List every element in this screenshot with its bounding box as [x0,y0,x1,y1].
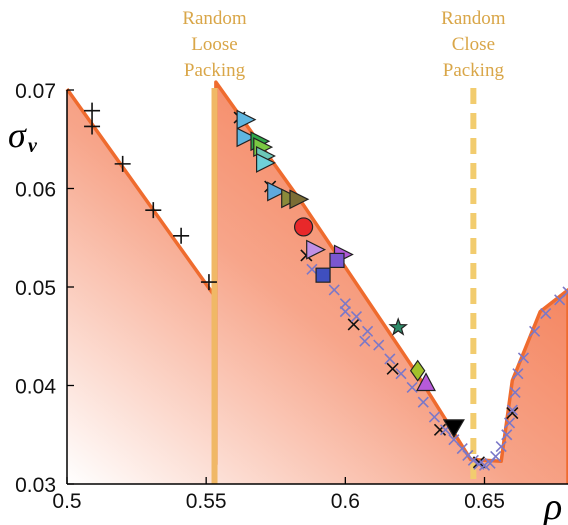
plus-point-1 [84,102,101,119]
x-axis-label: ρ [543,486,562,525]
circle-point-1 [293,217,314,237]
cross_blue-point-21 [490,450,502,462]
cross_blue-point-33 [339,306,351,318]
x-tick-label-4: 0.65 [464,490,505,513]
x-tick-label-3: 0.6 [331,490,360,513]
cross_blue-point-20 [484,457,496,469]
fill-region-layer [65,80,568,484]
cross_blue-point-32 [562,286,568,298]
cross_blue-point-29 [529,325,541,337]
axes-layer: 0.5 0.55 0.6 0.65 0.03 0.04 0.05 0.06 0.07 [15,80,568,513]
triangle-right-point-9 [289,189,310,210]
diamond-point-1 [409,359,426,382]
cross_blue-point-7 [373,339,385,351]
cross_blue-point-11 [417,396,429,408]
cross_blue-point-34 [359,335,371,347]
cross_dark-point-6 [433,423,447,436]
data-points-layer [84,102,568,471]
cross_dark-point-4 [347,318,360,331]
triangle-down-point-1 [442,419,465,439]
annotation-1-line-2: Loose [191,34,237,55]
cross_dark-point-5 [386,362,399,375]
cross_blue-point-8 [384,353,396,365]
cross_blue-point-22 [495,441,507,453]
square-point-1 [315,267,331,283]
reference-lines-layer [211,88,477,484]
cross_dark-point-8 [506,407,519,420]
cross_blue-point-4 [339,298,351,310]
y-tick-label-3: 0.05 [15,277,56,300]
triangle-right-point-6 [256,152,276,173]
cross_blue-point-23 [501,429,513,441]
cross_blue-point-3 [328,284,340,296]
annotation-1-line-1: Random [182,8,247,29]
square-point-2 [329,252,345,269]
cross_blue-point-25 [506,404,518,416]
triangle-right-point-10 [306,239,327,260]
plus-point-2 [84,118,101,135]
plus-point-5 [173,227,190,244]
cross_blue-point-15 [456,442,468,455]
triangle-right-point-1 [236,109,257,130]
star-point-1 [388,317,408,336]
cross_blue-point-5 [350,310,363,323]
cross_blue-point-28 [517,352,530,364]
annotation-2-line-3: Packing [443,60,505,81]
cross_blue-point-24 [503,417,516,429]
plus-point-4 [145,202,162,219]
labels-layer: σ v ρ Random Loose Packing Random Close Packing [8,8,562,525]
y-tick-label-2: 0.04 [15,376,56,399]
cross_blue-point-14 [448,434,460,446]
annotation-2-line-1: Random [441,8,506,29]
plus-point-6 [200,274,217,291]
y-tick-label-1: 0.03 [15,474,56,497]
triangle-up-point-1 [416,372,436,392]
triangle-right-point-7 [267,181,288,202]
y-tick-label-5: 0.07 [15,80,56,103]
fill-region [67,82,568,484]
cross_blue-point-1 [306,263,318,275]
y-axis-label-subscript: v [28,135,38,157]
y-axis-label: σ [8,115,27,155]
cross_blue-point-10 [406,381,418,394]
annotation-1-line-3: Packing [184,60,246,81]
plus-point-3 [114,155,131,172]
cross_blue-point-17 [467,454,479,466]
cross_blue-point-27 [512,368,524,380]
x-tick-label-2: 0.55 [186,490,227,513]
triangle-right-point-2 [236,127,257,148]
cross_blue-point-6 [362,325,374,337]
cross_blue-point-30 [540,308,552,320]
cross_blue-point-26 [509,386,521,398]
cross_blue-point-12 [428,411,440,423]
cross_blue-point-9 [395,368,407,380]
annotation-2-line-2: Close [452,34,495,55]
x-tick-label-1: 0.5 [52,490,81,513]
y-tick-label-4: 0.06 [15,179,56,202]
